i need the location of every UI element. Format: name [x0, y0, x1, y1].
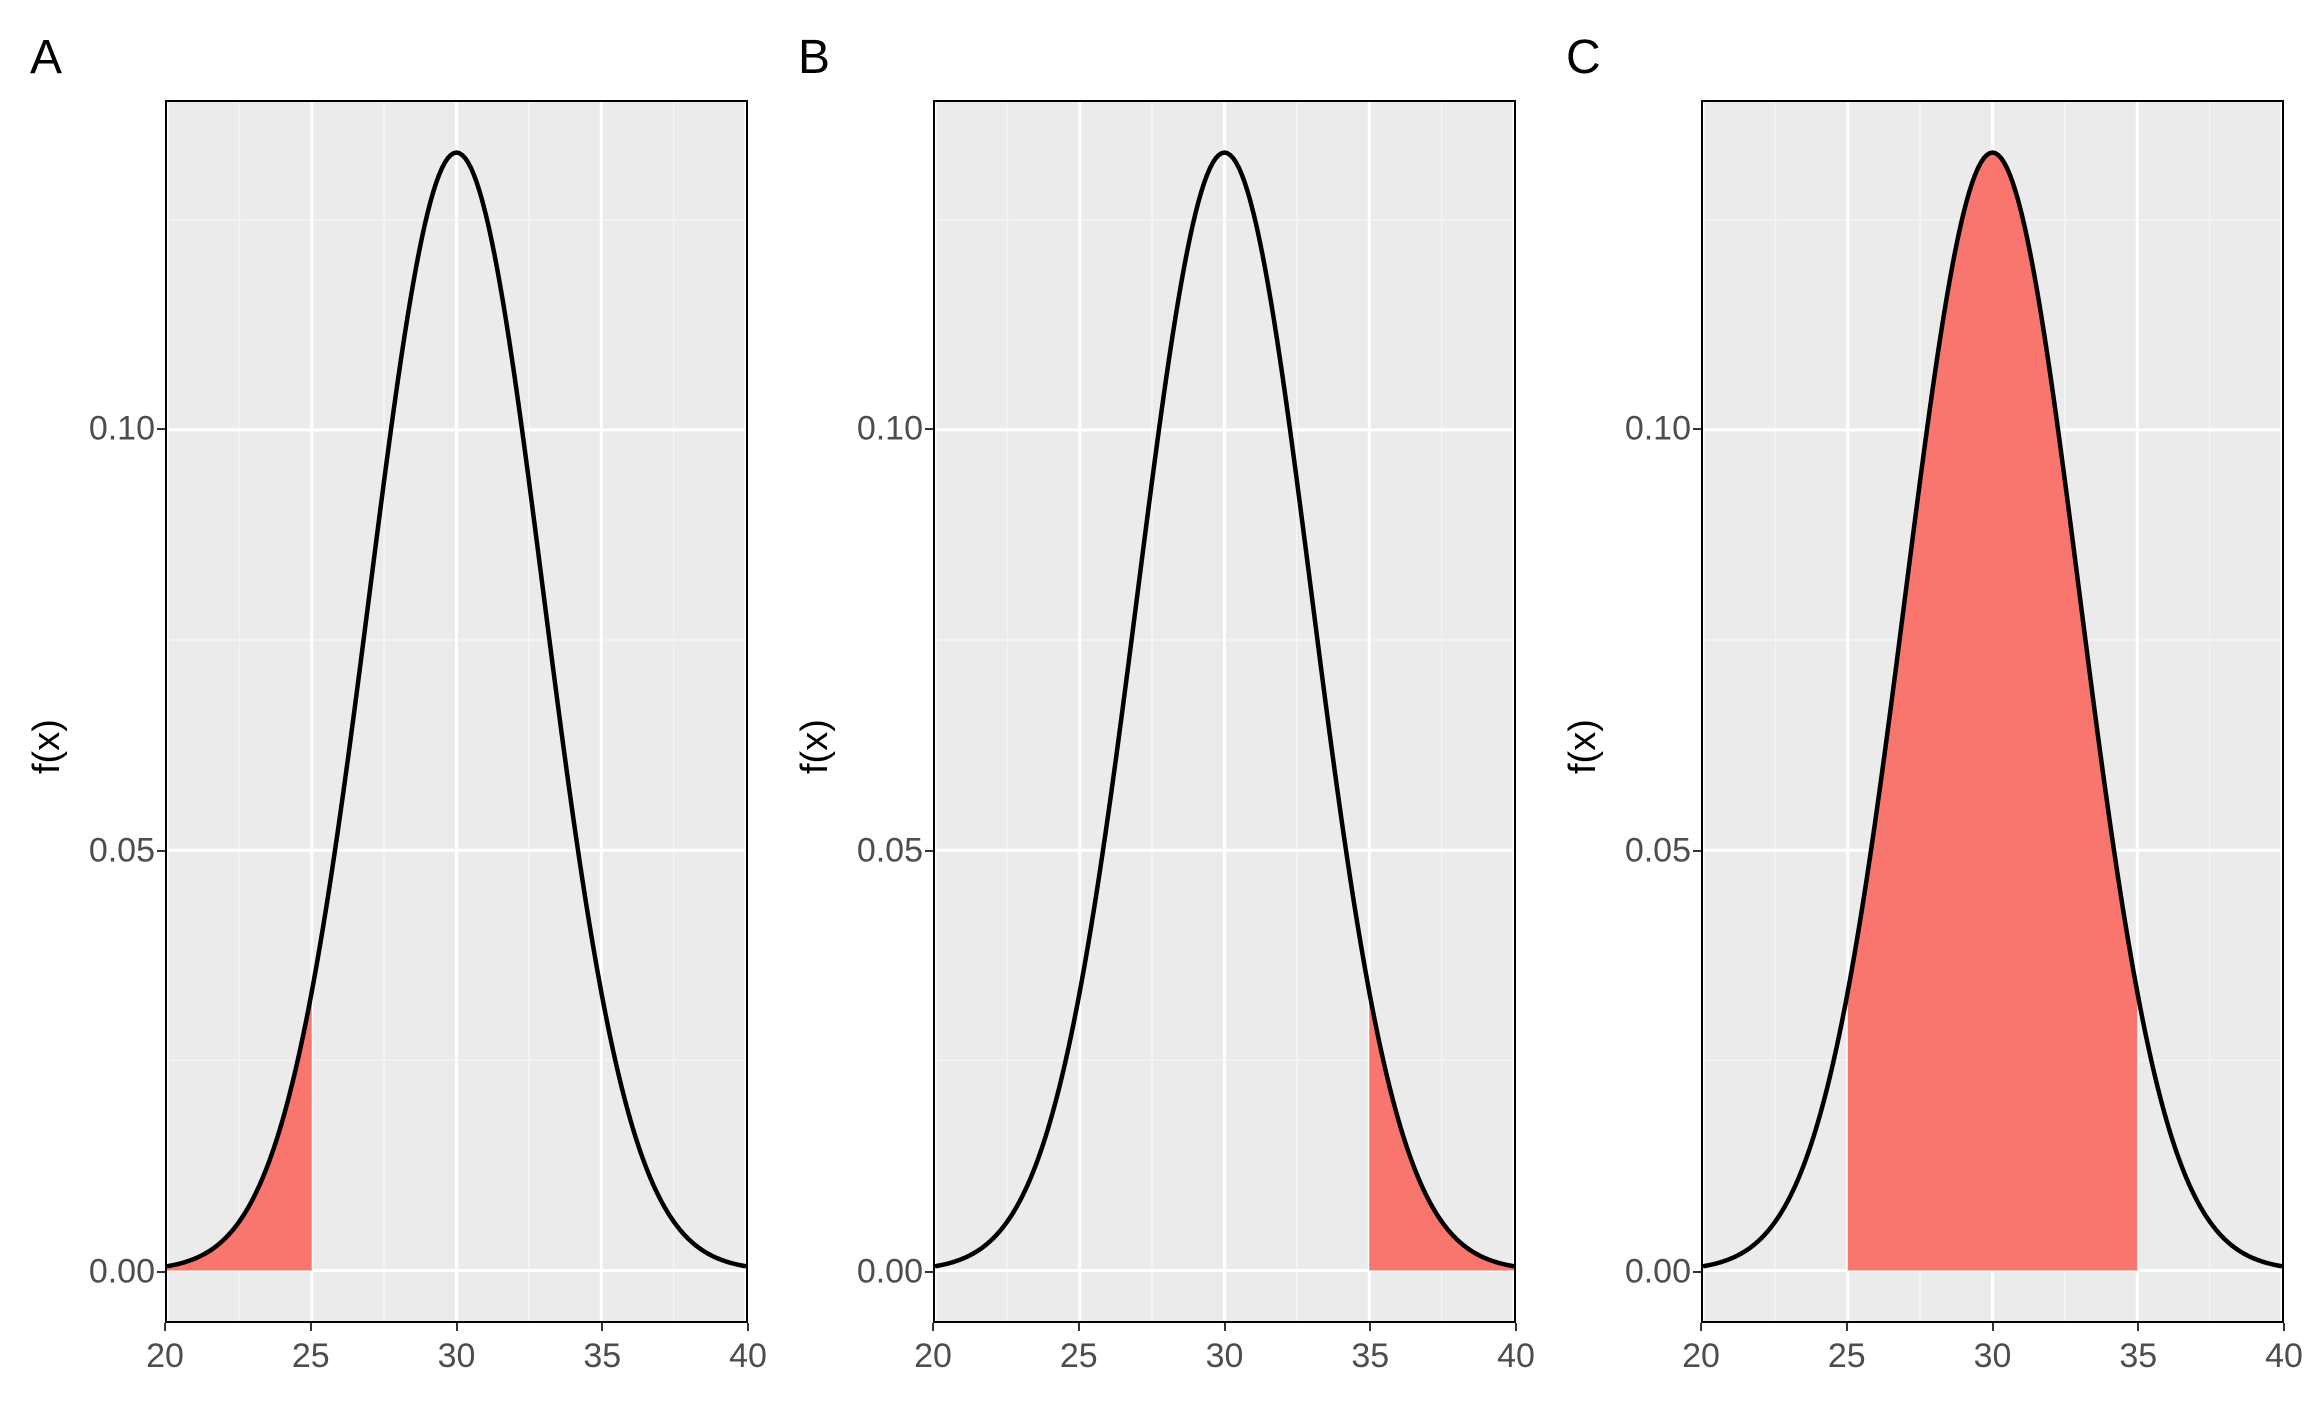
y-axis-title: f(x) — [20, 100, 75, 1393]
y-tick-label: 0.10 — [89, 409, 155, 448]
x-axis-ticks: 2025303540 — [1701, 1323, 2284, 1393]
y-axis-title: f(x) — [788, 100, 843, 1393]
x-tick-label: 35 — [583, 1337, 621, 1376]
x-tick-label: 35 — [2119, 1337, 2157, 1376]
y-axis-ticks: 0.00 0.05 0.10 — [75, 100, 165, 1393]
plot-row: f(x)0.000.050.102025303540 — [1556, 100, 2284, 1393]
x-tick-mark — [310, 1323, 312, 1331]
x-tick-label: 30 — [1974, 1337, 2012, 1376]
x-tick-mark — [2283, 1323, 2285, 1331]
y-tick-mark — [157, 850, 165, 852]
y-tick-mark — [1693, 428, 1701, 430]
x-tick-mark — [1224, 1323, 1226, 1331]
x-tick-mark — [601, 1323, 603, 1331]
y-tick-mark — [157, 1271, 165, 1273]
plot-column: 2025303540 — [1701, 100, 2284, 1393]
x-tick-mark — [1846, 1323, 1848, 1331]
x-tick-label: 25 — [1060, 1337, 1098, 1376]
x-tick-label: 20 — [914, 1337, 952, 1376]
x-tick-mark — [164, 1323, 166, 1331]
plot-column: 2025303540 — [165, 100, 748, 1393]
y-tick-label: 0.00 — [89, 1253, 155, 1292]
x-tick-label: 25 — [1828, 1337, 1866, 1376]
x-tick-label: 40 — [729, 1337, 767, 1376]
y-tick-label: 0.05 — [89, 831, 155, 870]
y-tick-label: 0.05 — [857, 831, 923, 870]
panel-b: Bf(x) 0.00 0.05 0.10 20 25 30 35 40 — [768, 0, 1536, 1423]
x-axis-ticks: 2025303540 — [165, 1323, 748, 1393]
y-tick-label: 0.00 — [857, 1253, 923, 1292]
y-axis-title: f(x) — [1556, 100, 1611, 1393]
x-tick-label: 30 — [1206, 1337, 1244, 1376]
figure: Af(x) 0.00 0.05 0.10 20 25 30 35 40 Bf(x) 0.00 0.05… — [0, 0, 2304, 1423]
y-tick-label: 0.10 — [1625, 409, 1691, 448]
x-tick-label: 20 — [1682, 1337, 1720, 1376]
x-axis-ticks: 2025303540 — [933, 1323, 1516, 1393]
x-tick-mark — [747, 1323, 749, 1331]
panel-label: B — [798, 30, 1516, 90]
plot-svg — [167, 102, 746, 1321]
x-tick-mark — [456, 1323, 458, 1331]
x-tick-mark — [1078, 1323, 1080, 1331]
plot-row: f(x)0.000.050.102025303540 — [788, 100, 1516, 1393]
y-tick-mark — [157, 428, 165, 430]
x-tick-label: 40 — [2265, 1337, 2303, 1376]
plot-area — [1701, 100, 2284, 1323]
panel-label: C — [1566, 30, 2284, 90]
x-tick-label: 35 — [1351, 1337, 1389, 1376]
y-tick-mark — [925, 428, 933, 430]
y-axis-ticks: 0.00 0.05 0.10 — [843, 100, 933, 1393]
y-axis-ticks: 0.00 0.05 0.10 — [1611, 100, 1701, 1393]
x-tick-mark — [1369, 1323, 1371, 1331]
x-tick-mark — [932, 1323, 934, 1331]
panel-c: Cf(x) 0.00 0.05 0.10 20 25 30 35 40 — [1536, 0, 2304, 1423]
plot-svg — [1703, 102, 2282, 1321]
y-tick-mark — [925, 850, 933, 852]
y-tick-mark — [1693, 1271, 1701, 1273]
x-tick-mark — [1992, 1323, 1994, 1331]
y-tick-label: 0.00 — [1625, 1253, 1691, 1292]
plot-row: f(x)0.000.050.102025303540 — [20, 100, 748, 1393]
y-tick-label: 0.10 — [857, 409, 923, 448]
x-tick-label: 30 — [438, 1337, 476, 1376]
panel-a: Af(x) 0.00 0.05 0.10 20 25 30 35 40 — [0, 0, 768, 1423]
plot-area — [933, 100, 1516, 1323]
panel-label: A — [30, 30, 748, 90]
x-tick-label: 25 — [292, 1337, 330, 1376]
plot-column: 2025303540 — [933, 100, 1516, 1393]
x-tick-mark — [1515, 1323, 1517, 1331]
plot-area — [165, 100, 748, 1323]
x-tick-mark — [1700, 1323, 1702, 1331]
x-tick-label: 40 — [1497, 1337, 1535, 1376]
plot-svg — [935, 102, 1514, 1321]
y-tick-label: 0.05 — [1625, 831, 1691, 870]
x-tick-label: 20 — [146, 1337, 184, 1376]
y-tick-mark — [925, 1271, 933, 1273]
y-tick-mark — [1693, 850, 1701, 852]
x-tick-mark — [2137, 1323, 2139, 1331]
